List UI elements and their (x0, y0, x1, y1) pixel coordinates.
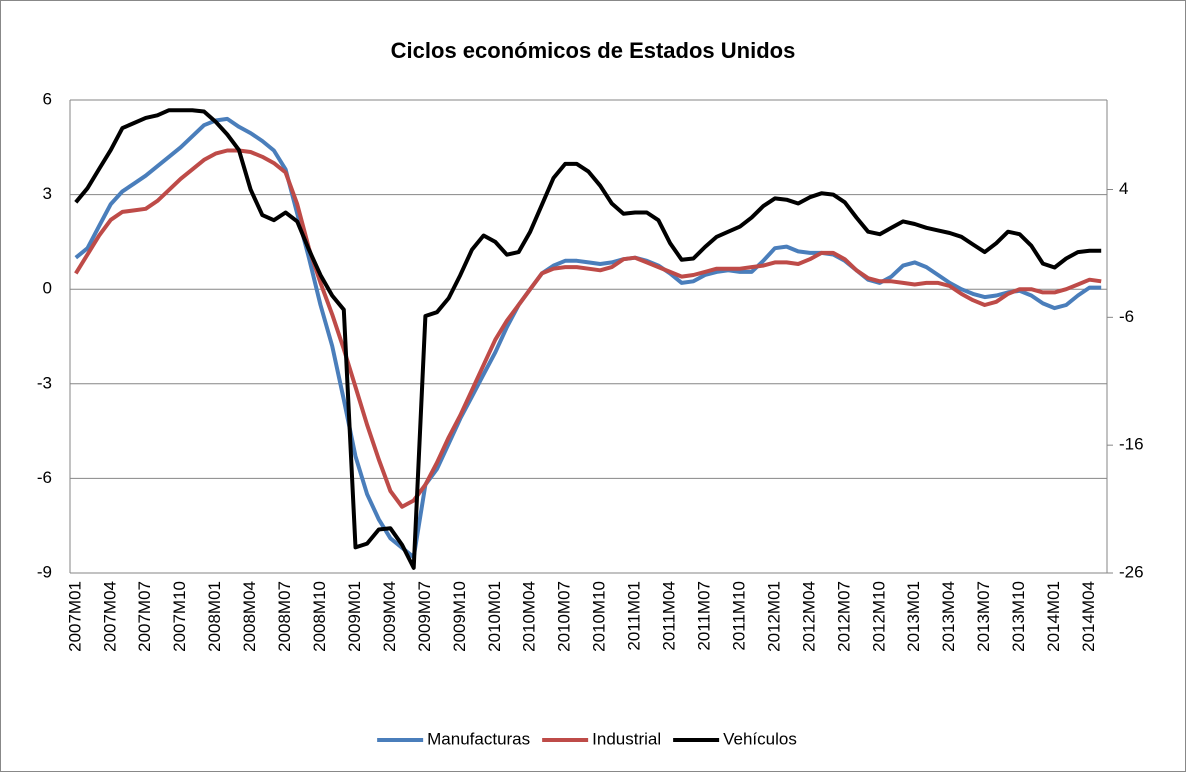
x-tick-label: 2013M04 (939, 581, 958, 652)
x-tick-label: 2012M10 (869, 581, 888, 652)
chart-title: Ciclos económicos de Estados Unidos (391, 38, 796, 63)
y2-tick-label: -6 (1119, 307, 1134, 326)
x-tick-label: 2010M01 (485, 581, 504, 652)
x-tick-label: 2011M10 (729, 581, 748, 651)
x-tick-label: 2008M04 (240, 581, 259, 652)
x-tick-label: 2014M01 (1044, 581, 1063, 652)
y-tick-label: -3 (37, 373, 52, 392)
y2-tick-label: -26 (1119, 562, 1144, 581)
x-tick-label: 2010M04 (520, 581, 539, 652)
x-tick-label: 2008M07 (275, 581, 294, 652)
x-tick-label: 2007M04 (100, 581, 119, 652)
x-tick-label: 2014M04 (1079, 581, 1098, 652)
x-tick-label: 2008M01 (205, 581, 224, 652)
x-tick-label: 2007M10 (170, 581, 189, 652)
legend-label: Industrial (592, 729, 661, 748)
y2-tick-label: 4 (1119, 179, 1128, 198)
y-tick-label: -6 (37, 468, 52, 487)
x-tick-label: 2012M07 (834, 581, 853, 652)
x-tick-label: 2012M04 (799, 581, 818, 652)
series-line (74, 148, 1102, 509)
x-tick-label: 2013M07 (974, 581, 993, 652)
x-tick-label: 2009M07 (415, 581, 434, 652)
y-tick-label: 3 (43, 184, 52, 203)
y-tick-label: 6 (43, 89, 52, 108)
x-tick-label: 2012M01 (764, 581, 783, 652)
legend-label: Vehículos (723, 729, 797, 748)
x-tick-label: 2013M01 (904, 581, 923, 652)
y2-tick-label: -16 (1119, 435, 1144, 454)
x-tick-label: 2009M01 (345, 581, 364, 652)
x-tick-label: 2010M10 (590, 581, 609, 652)
x-tick-label: 2009M10 (450, 581, 469, 652)
x-tick-label: 2011M07 (695, 581, 714, 651)
x-tick-label: 2007M01 (65, 581, 84, 652)
legend-label: Manufacturas (427, 729, 530, 748)
series-line (74, 116, 1102, 560)
x-tick-label: 2011M04 (660, 581, 679, 651)
y-tick-label: 0 (43, 279, 52, 298)
x-tick-label: 2011M01 (625, 581, 644, 651)
x-tick-label: 2010M07 (555, 581, 574, 652)
x-tick-label: 2013M10 (1009, 581, 1028, 652)
x-tick-label: 2007M07 (135, 581, 154, 652)
series-line (74, 108, 1102, 570)
y-tick-label: -9 (37, 562, 52, 581)
x-tick-label: 2008M10 (310, 581, 329, 652)
x-tick-label: 2009M04 (380, 581, 399, 652)
